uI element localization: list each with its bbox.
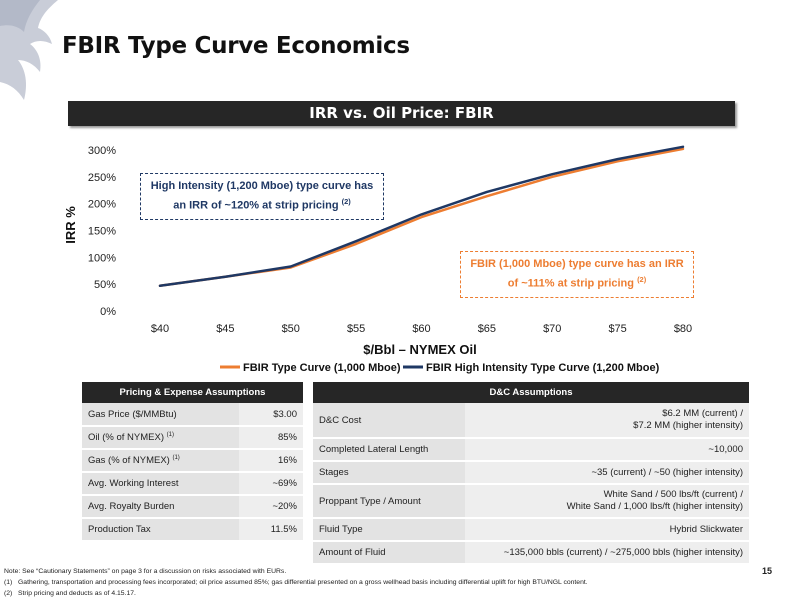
row-label: Gas (% of NYMEX) (1) xyxy=(82,449,239,473)
row-value: White Sand / 500 lbs/ft (current) / White… xyxy=(465,484,749,519)
x-tick-label: $45 xyxy=(216,323,234,335)
table-row: Gas (% of NYMEX) (1) 16% xyxy=(82,449,303,473)
row-label: Amount of Fluid xyxy=(313,541,465,565)
row-value: ~20% xyxy=(239,495,303,519)
x-tick-label: $70 xyxy=(543,323,561,335)
table-row: Stages ~35 (current) / ~50 (higher inten… xyxy=(313,461,749,485)
company-logo xyxy=(0,0,58,100)
chart-title-banner: IRR vs. Oil Price: FBIR xyxy=(68,101,735,126)
high-intensity-series-line xyxy=(158,145,685,288)
page-title: FBIR Type Curve Economics xyxy=(62,33,410,59)
row-value: ~10,000 xyxy=(465,438,749,462)
row-label: Gas Price ($/MMBtu) xyxy=(82,403,239,427)
row-label: Proppant Type / Amount xyxy=(313,484,465,519)
page-number: 15 xyxy=(761,566,772,576)
y-tick-label: 50% xyxy=(94,279,116,291)
row-value: ~69% xyxy=(239,472,303,496)
y-tick-label: 150% xyxy=(88,226,116,238)
footnotes: Note: See “Cautionary Statements” on pag… xyxy=(4,566,764,599)
irr-line-chart: 0% 50% 100% 150% 200% 250% 300% $40 $45 $50 $55 $6… xyxy=(63,145,692,374)
dc-table-header: D&C Assumptions xyxy=(313,382,749,403)
pricing-expense-table: Pricing & Expense Assumptions Gas Price … xyxy=(82,382,303,542)
y-tick-label: 200% xyxy=(88,199,116,211)
note-main: Note: See “Cautionary Statements” on pag… xyxy=(4,568,287,575)
y-tick-label: 100% xyxy=(88,252,116,264)
legend-label: FBIR High Intensity Type Curve (1,200 Mb… xyxy=(426,362,660,374)
x-tick-label: $75 xyxy=(608,323,626,335)
table-row: Fluid Type Hybrid Slickwater xyxy=(313,518,749,542)
row-value: $6.2 MM (current) / $7.2 MM (higher inten… xyxy=(465,403,749,439)
x-tick-label: $80 xyxy=(674,323,692,335)
legend-label: FBIR Type Curve (1,000 Mboe) xyxy=(243,362,401,374)
row-label: D&C Cost xyxy=(313,403,465,439)
footnote-2: (2) Strip pricing and deducts as of 4.15.… xyxy=(4,590,136,597)
fbir-callout-footnote: (2) xyxy=(637,275,647,284)
row-label: Avg. Working Interest xyxy=(82,472,239,496)
x-tick-label: $40 xyxy=(151,323,169,335)
row-label: Fluid Type xyxy=(313,518,465,542)
table-row: Proppant Type / Amount White Sand / 500 … xyxy=(313,484,749,519)
table-row: Avg. Working Interest ~69% xyxy=(82,472,303,496)
row-value: ~135,000 bbls (current) / ~275,000 bbls … xyxy=(465,541,749,565)
row-value: 85% xyxy=(239,426,303,450)
chart-legend: FBIR Type Curve (1,000 Mboe) FBIR High In… xyxy=(220,362,660,374)
row-label: Stages xyxy=(313,461,465,485)
fbir-callout: FBIR (1,000 Mboe) type curve has an IRR … xyxy=(460,251,694,298)
table-row: D&C Cost $6.2 MM (current) / $7.2 MM (hig… xyxy=(313,403,749,439)
row-label: Oil (% of NYMEX) (1) xyxy=(82,426,239,450)
x-tick-label: $60 xyxy=(412,323,430,335)
table-row: Oil (% of NYMEX) (1) 85% xyxy=(82,426,303,450)
table-row: Completed Lateral Length ~10,000 xyxy=(313,438,749,462)
row-value: 11.5% xyxy=(239,518,303,542)
x-tick-label: $65 xyxy=(478,323,496,335)
dc-assumptions-table: D&C Assumptions D&C Cost $6.2 MM (curren… xyxy=(313,382,749,565)
table-row: Production Tax 11.5% xyxy=(82,518,303,542)
table-row: Amount of Fluid ~135,000 bbls (current) … xyxy=(313,541,749,565)
y-tick-label: 0% xyxy=(100,306,116,318)
x-axis-title: $/Bbl – NYMEX Oil xyxy=(363,342,476,357)
high-intensity-callout-footnote: (2) xyxy=(341,197,351,206)
x-tick-label: $50 xyxy=(282,323,300,335)
high-intensity-callout-text: High Intensity (1,200 Mboe) type curve h… xyxy=(150,180,374,212)
table-row: Avg. Royalty Burden ~20% xyxy=(82,495,303,519)
table-row: Gas Price ($/MMBtu) $3.00 xyxy=(82,403,303,427)
row-value: Hybrid Slickwater xyxy=(465,518,749,542)
row-value: 16% xyxy=(239,449,303,473)
row-value: ~35 (current) / ~50 (higher intensity) xyxy=(465,461,749,485)
row-value: $3.00 xyxy=(239,403,303,427)
footnote-1: (1) Gathering, transportation and process… xyxy=(4,579,588,586)
pricing-table-header: Pricing & Expense Assumptions xyxy=(82,382,303,403)
x-tick-label: $55 xyxy=(347,323,365,335)
row-label: Completed Lateral Length xyxy=(313,438,465,462)
high-intensity-callout: High Intensity (1,200 Mboe) type curve h… xyxy=(140,173,384,220)
row-label: Production Tax xyxy=(82,518,239,542)
y-tick-label: 250% xyxy=(88,172,116,184)
y-tick-label: 300% xyxy=(88,145,116,157)
y-axis-title: IRR % xyxy=(63,206,78,244)
fbir-callout-text: FBIR (1,000 Mboe) type curve has an IRR … xyxy=(470,258,684,290)
row-label: Avg. Royalty Burden xyxy=(82,495,239,519)
